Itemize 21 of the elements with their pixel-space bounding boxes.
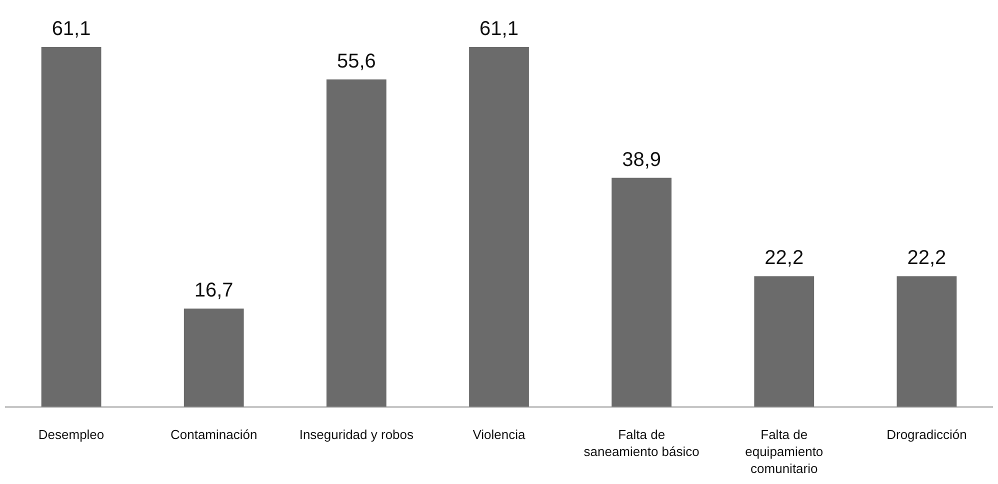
data-label: 22,2 (764, 247, 804, 270)
data-label: 61,1 (52, 18, 91, 40)
x-tick-label: Contaminación (170, 427, 258, 442)
bar (41, 47, 102, 407)
bar (612, 178, 672, 407)
x-tick-label: Inseguridad y robos (299, 427, 414, 442)
bar (184, 308, 244, 407)
x-tick-label: Drogradicción (886, 427, 967, 442)
data-label: 16,7 (194, 280, 234, 302)
data-label: 61,1 (480, 18, 518, 40)
x-tick-label: Desempleo (38, 427, 104, 442)
data-label: 55,6 (336, 50, 376, 72)
x-tick-label: Violencia (472, 427, 526, 442)
bar (469, 47, 529, 407)
data-label: 22,2 (907, 247, 946, 270)
data-label: 38,9 (622, 148, 662, 171)
bar (326, 79, 386, 407)
x-tick-label: Falta de saneamiento básico (584, 427, 700, 459)
bar (754, 276, 814, 407)
x-tick-label: Falta de equipamiento comunitario (745, 427, 824, 476)
bar (896, 276, 957, 407)
